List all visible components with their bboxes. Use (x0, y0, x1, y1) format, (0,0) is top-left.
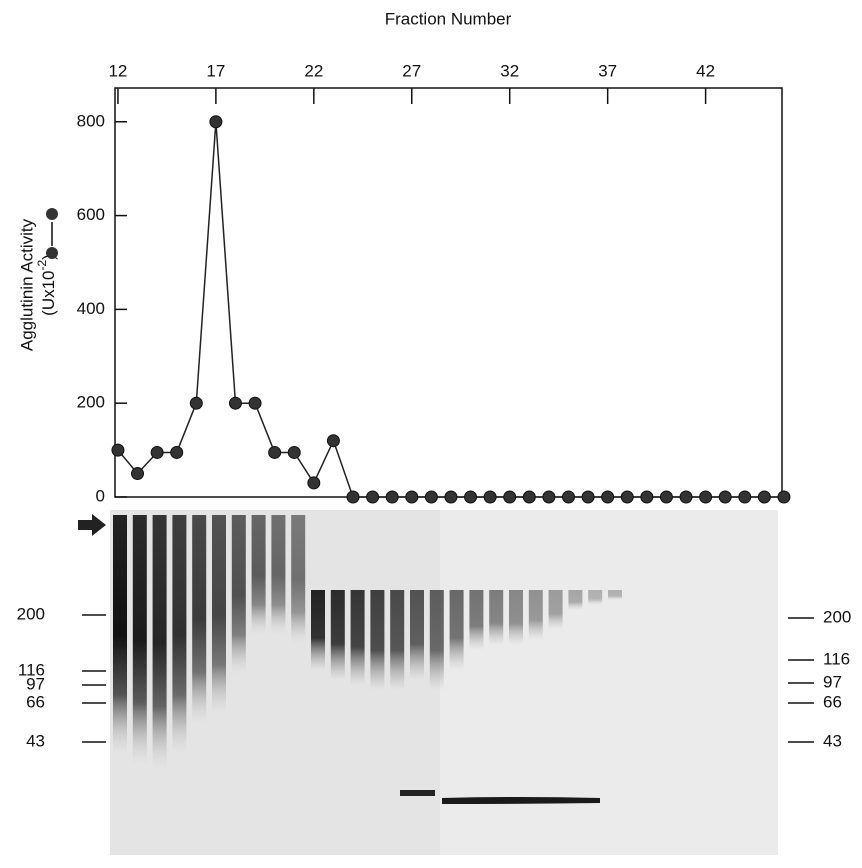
data-point (718, 490, 732, 504)
data-point (170, 445, 184, 459)
y-tick-label: 400 (77, 299, 105, 318)
marker-label-right: 116 (823, 649, 850, 668)
gel-lane (410, 590, 424, 680)
data-point (620, 490, 634, 504)
data-point (640, 490, 654, 504)
data-point (268, 445, 282, 459)
y-tick-label: 200 (77, 393, 105, 412)
x-tick-label: 37 (598, 61, 617, 80)
y-tick-label: 600 (77, 205, 105, 224)
data-point (542, 490, 556, 504)
gel-lane (113, 515, 127, 755)
gel-lane (370, 590, 385, 690)
gel-lanes (113, 515, 622, 770)
gel-lane (251, 515, 266, 635)
gel (110, 510, 778, 855)
data-point (738, 490, 752, 504)
gel-lane (469, 590, 484, 650)
gel-lane (330, 590, 345, 680)
marker-label-left: 43 (26, 731, 45, 750)
data-point (699, 490, 713, 504)
plot-frame (114, 87, 783, 498)
x-tick-label: 17 (206, 61, 225, 80)
data-point (757, 490, 771, 504)
y-unit-base: (Ux10 (39, 270, 58, 315)
gel-lane (192, 515, 207, 725)
x-tick-label: 27 (402, 61, 421, 80)
x-tick-label: 12 (108, 61, 127, 80)
data-point (424, 490, 438, 504)
gel-lane (291, 515, 306, 645)
gel-lane (132, 515, 147, 765)
data-point (522, 490, 536, 504)
data-point (111, 443, 125, 457)
data-point (228, 396, 242, 410)
data-point (503, 490, 517, 504)
data-point (464, 490, 478, 504)
gel-lane (568, 590, 583, 610)
marker-label-left: 116 (18, 660, 45, 679)
legend-symbol (46, 208, 58, 259)
x-tick-label: 42 (696, 61, 715, 80)
arrow (78, 514, 106, 536)
gel-lane (390, 590, 405, 690)
gel-lane (588, 590, 603, 605)
data-point (561, 490, 575, 504)
data-point (405, 490, 419, 504)
series-line (117, 121, 784, 498)
data-point (287, 445, 301, 459)
gel-lane (509, 590, 523, 645)
marker-label-right: 43 (823, 731, 842, 750)
gel-lane (152, 515, 167, 770)
data-point (679, 490, 693, 504)
gel-lane (311, 590, 325, 670)
data-point (601, 490, 615, 504)
gel-lane (172, 515, 187, 755)
gel-lane (608, 590, 622, 600)
data-point (150, 445, 164, 459)
gel-lane (528, 590, 543, 640)
plot: 12 17 22 27 32 37 42 0 200 400 600 800 (77, 61, 791, 505)
data-point (366, 490, 380, 504)
y-unit-exponent: -2 (35, 259, 49, 270)
data-point (346, 490, 360, 504)
y-unit: (Ux10-2) (35, 254, 58, 316)
x-tick-label: 22 (304, 61, 323, 80)
y-tick-label: 800 (77, 111, 105, 130)
data-point (326, 434, 340, 448)
gel-lane (231, 515, 246, 675)
gel-lane (449, 590, 464, 670)
data-point (581, 490, 595, 504)
data-point (659, 490, 673, 504)
marker-label-right: 97 (823, 672, 842, 691)
data-point (483, 490, 497, 504)
data-point (385, 490, 399, 504)
marker-label-right: 66 (823, 692, 842, 711)
gel-lane (429, 590, 444, 690)
data-point (777, 490, 791, 504)
y-tick-label: 0 (96, 486, 105, 505)
gel-lane (548, 590, 563, 630)
gel-lane (350, 590, 365, 685)
marker-label-right: 200 (823, 607, 851, 626)
chart-title: Fraction Number (385, 9, 512, 28)
gel-lane (271, 515, 286, 635)
gel-lane (212, 515, 226, 715)
data-point (444, 490, 458, 504)
data-point (248, 396, 262, 410)
x-tick-label: 32 (500, 61, 519, 80)
data-point (209, 115, 223, 129)
data-point (131, 467, 145, 481)
gel-band (400, 790, 435, 796)
marker-label-left: 200 (17, 604, 45, 623)
data-point (307, 476, 321, 490)
marker-label-left: 97 (26, 674, 45, 693)
y-label: Agglutinin Activity (17, 218, 36, 351)
gel-lane (489, 590, 504, 645)
data-point (189, 396, 203, 410)
marker-label-left: 66 (26, 692, 45, 711)
gel-band (442, 797, 600, 804)
